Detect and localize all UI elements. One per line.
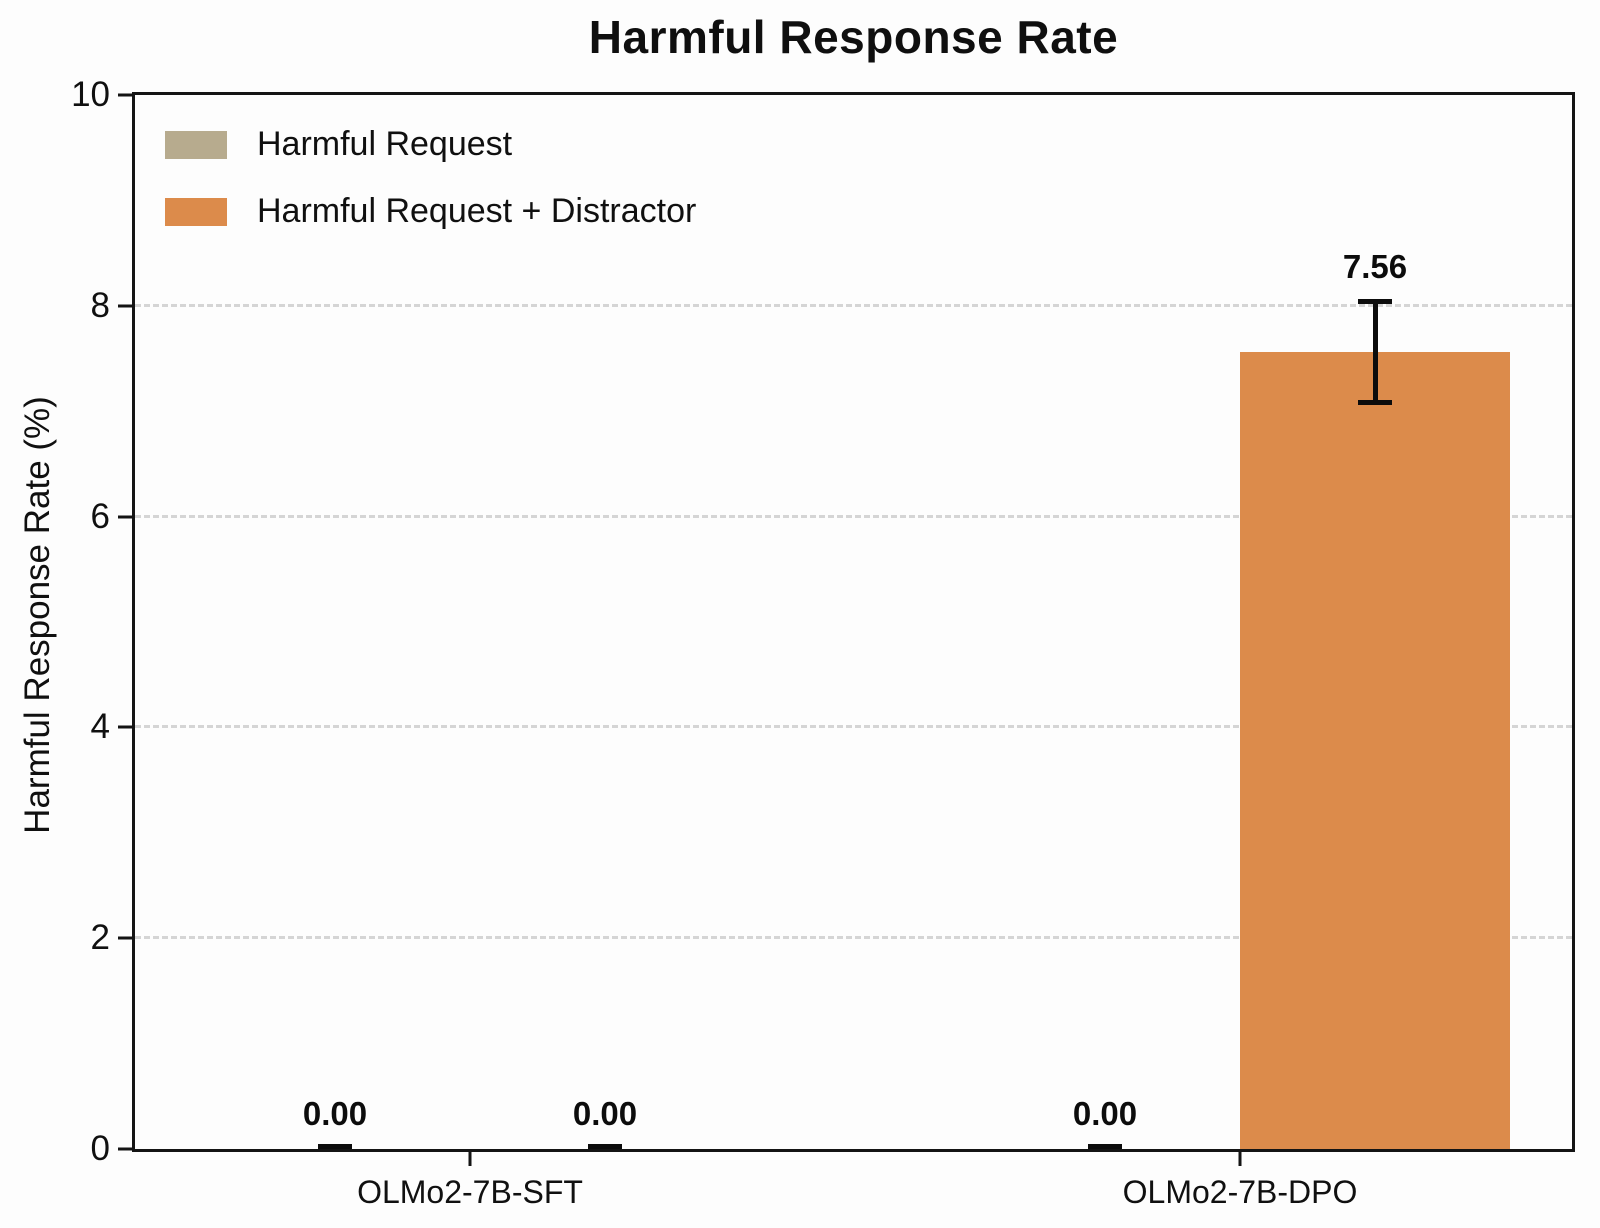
y-tick-label-6: 6 — [90, 496, 110, 536]
error-cap-top-olmo2-7b-dpo — [1358, 299, 1392, 305]
gridline-y-4 — [135, 725, 1572, 729]
y-tick-2 — [118, 936, 132, 940]
error-cap-zero-harmful-request-distractor-olmo2-7b-sft — [588, 1144, 622, 1149]
gridline-y-8 — [135, 303, 1572, 307]
y-tick-label-8: 8 — [90, 285, 110, 325]
legend-swatch-harmful-request — [165, 130, 227, 159]
y-tick-8 — [118, 304, 132, 308]
legend: Harmful Request Harmful Request + Distrac… — [165, 125, 696, 259]
y-tick-4 — [118, 725, 132, 729]
y-tick-6 — [118, 515, 132, 519]
legend-item-harmful-request-distractor: Harmful Request + Distractor — [165, 192, 696, 231]
legend-swatch-harmful-request-distractor — [165, 197, 227, 226]
y-tick-10 — [118, 93, 132, 97]
error-cap-zero-harmful-request-olmo2-7b-dpo — [1088, 1144, 1122, 1149]
x-tick-label-olmo2-7b-sft: OLMo2-7B-SFT — [357, 1174, 583, 1210]
value-label-harmful-request-distractor-olmo2-7b-sft: 0.00 — [572, 1095, 638, 1132]
legend-label-harmful-request-distractor: Harmful Request + Distractor — [257, 192, 697, 230]
y-tick-label-4: 4 — [90, 707, 110, 747]
plot-area: 0.00 0.00 0.00 7.56 Harmful Request Harmful … — [132, 92, 1575, 1152]
legend-label-harmful-request: Harmful Request — [257, 125, 513, 163]
y-tick-label-0: 0 — [90, 1129, 110, 1168]
y-tick-label-10: 10 — [71, 75, 110, 114]
y-tick-0 — [118, 1147, 132, 1151]
legend-item-harmful-request: Harmful Request — [165, 125, 696, 164]
x-tick-olmo2-7b-dpo — [1238, 1152, 1242, 1166]
gridline-y-2 — [135, 936, 1572, 940]
bar-harmful-request-distractor-olmo2-7b-dpo — [1240, 352, 1510, 1149]
x-tick-label-olmo2-7b-dpo: OLMo2-7B-DPO — [1122, 1174, 1358, 1210]
value-label-harmful-request-olmo2-7b-sft: 0.00 — [302, 1095, 368, 1132]
value-label-harmful-request-distractor-olmo2-7b-dpo: 7.56 — [1342, 247, 1408, 285]
error-cap-zero-harmful-request-olmo2-7b-sft — [318, 1144, 352, 1149]
error-bar-harmful-request-distractor-olmo2-7b-dpo — [1372, 301, 1378, 403]
y-tick-label-2: 2 — [90, 918, 110, 958]
gridline-y-6 — [135, 514, 1572, 518]
value-label-harmful-request-olmo2-7b-dpo: 0.00 — [1072, 1095, 1138, 1132]
error-cap-bottom-olmo2-7b-dpo — [1358, 400, 1392, 406]
y-axis-label: Harmful Response Rate (%) — [18, 396, 57, 834]
x-tick-olmo2-7b-sft — [468, 1152, 472, 1166]
chart-title: Harmful Response Rate — [588, 11, 1119, 63]
